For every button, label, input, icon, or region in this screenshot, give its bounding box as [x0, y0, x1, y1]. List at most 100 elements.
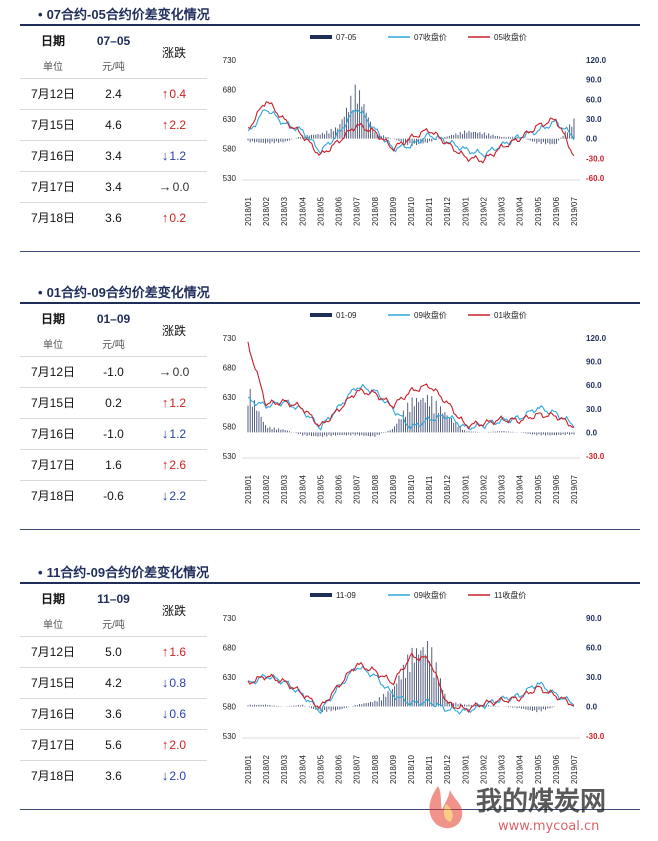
- table-row: 7月15日 4.6 ↑2.2: [20, 108, 207, 140]
- x-tick-label: 2018/05: [316, 475, 325, 504]
- change-value: 1.2: [169, 149, 187, 163]
- header-unit-label: 单位: [43, 619, 63, 631]
- change-value: 0.6: [169, 707, 187, 721]
- table-row: 7月15日 0.2 ↑1.2: [20, 386, 207, 418]
- row-date: 7月12日: [20, 355, 86, 387]
- row-change: ↑0.2: [141, 201, 207, 233]
- header-unit: 元/吨: [102, 619, 125, 631]
- row-change: ↓2.0: [141, 759, 207, 791]
- spread-table: 日期 07–05 涨跌 单位 元/吨 7月12日 2.4 ↑0.4 7月15日 …: [20, 28, 207, 233]
- up-arrow-icon: ↑: [161, 395, 169, 410]
- x-tick-label: 2018/03: [280, 475, 289, 504]
- x-tick-label: 2018/04: [298, 475, 307, 504]
- right-tick-label: 120.0: [586, 56, 607, 65]
- x-tick-label: 2019/05: [534, 197, 543, 226]
- x-tick-label: 2018/02: [262, 475, 271, 504]
- divider: [20, 302, 640, 304]
- right-tick-label: -30.0: [586, 732, 605, 741]
- up-arrow-icon: ↑: [161, 737, 169, 752]
- row-date: 7月17日: [20, 728, 86, 760]
- panel-title: • 11合约-09合约价差变化情况: [38, 565, 210, 580]
- row-value: 5.6: [86, 728, 141, 760]
- right-tick-label: -30.0: [586, 154, 605, 163]
- watermark-logo: 我的煤炭网 www.mycoal.cn: [429, 786, 606, 834]
- row-date: 7月15日: [20, 666, 86, 698]
- x-tick-label: 2018/09: [389, 197, 398, 226]
- x-tick-label: 2019/03: [498, 755, 507, 784]
- x-tick-label: 2019/03: [498, 197, 507, 226]
- left-tick-label: 580: [223, 703, 237, 712]
- left-tick-label: 680: [223, 644, 237, 653]
- up-arrow-icon: ↑: [161, 457, 169, 472]
- up-arrow-icon: ↑: [161, 644, 169, 659]
- table-row: 7月12日 -1.0 →0.0: [20, 355, 207, 387]
- change-value: 2.6: [169, 458, 187, 472]
- x-tick-label: 2018/07: [353, 755, 362, 784]
- chart-legend: 11-09 09收盘价 11收盘价: [310, 590, 526, 600]
- x-tick-label: 2019/01: [461, 755, 470, 784]
- x-tick-label: 2018/06: [335, 475, 344, 504]
- x-tick-label: 2018/08: [371, 755, 380, 784]
- row-change: ↓1.2: [141, 417, 207, 449]
- row-date: 7月12日: [20, 635, 86, 667]
- divider: [20, 809, 640, 810]
- spread-chart: 01-09 09收盘价 01收盘价 730 680 630 580 530 120.0 90.0 6…: [223, 310, 607, 504]
- x-tick-label: 2018/01: [244, 755, 253, 784]
- row-change: ↓0.6: [141, 697, 207, 729]
- x-tick-label: 2018/08: [371, 475, 380, 504]
- legend-label: 07-05: [336, 33, 357, 42]
- up-arrow-icon: ↑: [161, 117, 169, 132]
- row-change: ↓2.2: [141, 479, 207, 511]
- header-unit-label: 单位: [43, 61, 63, 73]
- header-date: 日期: [40, 34, 65, 48]
- x-tick-label: 2018/04: [298, 197, 307, 226]
- left-tick-label: 630: [223, 393, 237, 402]
- row-value: 4.6: [86, 108, 141, 140]
- header-unit-label: 单位: [43, 339, 63, 351]
- panel-2: • 01合约-09合约价差变化情况 日期 01–09 涨跌 单位 元/吨 7月12…: [0, 278, 658, 530]
- table-row: 7月17日 5.6 ↑2.0: [20, 728, 207, 760]
- right-tick-label: 0.0: [586, 135, 598, 144]
- x-tick-label: 2018/12: [443, 475, 452, 504]
- row-value: 2.4: [86, 77, 141, 109]
- left-tick-label: 730: [223, 334, 237, 343]
- row-date: 7月12日: [20, 77, 86, 109]
- series-line-blue: [247, 108, 575, 159]
- right-tick-label: 30.0: [586, 405, 602, 414]
- right-tick-label: 30.0: [586, 673, 602, 682]
- x-tick-label: 2018/04: [298, 755, 307, 784]
- header-unit: 元/吨: [102, 339, 125, 351]
- watermark-text: 我的煤炭网: [476, 786, 606, 817]
- left-tick-label: 680: [223, 364, 237, 373]
- change-value: 2.0: [169, 738, 187, 752]
- change-value: 1.6: [169, 645, 187, 659]
- row-date: 7月15日: [20, 386, 86, 418]
- panel-1: • 07合约-05合约价差变化情况 日期 07–05 涨跌 单位 元/吨 7月12…: [0, 0, 658, 252]
- x-tick-label: 2018/01: [244, 197, 253, 226]
- table-row: 7月12日 5.0 ↑1.6: [20, 635, 207, 667]
- divider: [20, 251, 640, 252]
- table-row: 7月16日 3.6 ↓0.6: [20, 697, 207, 729]
- spread-chart: 11-09 09收盘价 11收盘价 730 680 630 580 530 90.0 60.0 30…: [223, 590, 605, 784]
- row-value: 3.6: [86, 697, 141, 729]
- table-row: 7月12日 2.4 ↑0.4: [20, 77, 207, 109]
- x-tick-label: 2018/02: [262, 197, 271, 226]
- change-value: 0.8: [169, 676, 187, 690]
- legend-label: 09收盘价: [414, 590, 447, 600]
- change-value: 0.2: [169, 211, 187, 226]
- row-change: ↑1.2: [141, 386, 207, 418]
- x-tick-label: 2019/06: [552, 197, 561, 226]
- header-change: 涨跌: [161, 46, 186, 61]
- left-tick-label: 530: [223, 732, 237, 741]
- watermark-url: www.mycoal.cn: [498, 819, 599, 834]
- row-change: ↓1.2: [141, 139, 207, 171]
- spread-bars: [247, 388, 575, 437]
- legend-bar-swatch: [310, 35, 332, 39]
- row-change: ↑2.6: [141, 448, 207, 480]
- series-line-red: [247, 341, 575, 430]
- x-tick-label: 2018/02: [262, 755, 271, 784]
- panel-3: • 11合约-09合约价差变化情况 日期 11–09 涨跌 单位 元/吨 7月12…: [0, 558, 658, 810]
- x-tick-label: 2019/04: [516, 197, 525, 226]
- x-tick-label: 2018/12: [443, 197, 452, 226]
- row-value: 3.6: [86, 759, 141, 791]
